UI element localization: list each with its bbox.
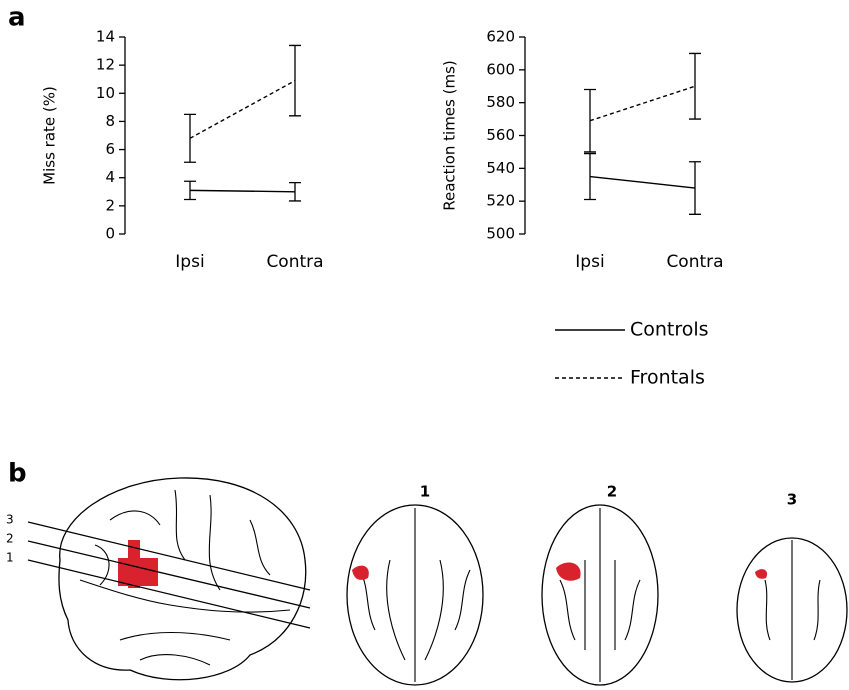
x-tick-label: Ipsi — [575, 252, 604, 272]
axial-slice — [542, 505, 658, 685]
y-axis-label: Reaction times (ms) — [441, 60, 459, 211]
y-tick-label: 12 — [96, 56, 115, 74]
figure: a b 3 2 1 1 2 3 0 2 4 6 8 10 12 14 Miss rate (%)… — [0, 0, 849, 690]
x-tick-label: Contra — [266, 252, 323, 272]
series-line — [190, 81, 295, 139]
x-tick-label: Contra — [666, 252, 723, 272]
panel-label: a — [8, 3, 26, 33]
y-tick-label: 8 — [105, 112, 115, 130]
series-line — [590, 86, 695, 120]
legend-label: Frontals — [630, 367, 705, 389]
y-tick-label: 2 — [105, 196, 115, 214]
slice-title: 1 — [420, 483, 430, 501]
lateral-brain — [28, 478, 310, 680]
error-bar — [289, 45, 301, 115]
y-tick-label: 4 — [105, 168, 115, 186]
y-tick-label: 14 — [96, 28, 115, 46]
y-tick-label: 620 — [486, 28, 515, 46]
y-tick-label: 580 — [486, 93, 515, 111]
y-tick-label: 10 — [96, 84, 115, 102]
legend-label: Controls — [630, 319, 709, 341]
slice-line-label: 2 — [6, 532, 14, 546]
y-tick-label: 540 — [486, 159, 515, 177]
slice-title: 2 — [607, 483, 617, 501]
error-bar — [584, 90, 596, 152]
x-tick-label: Ipsi — [175, 252, 204, 272]
slice-line-label: 3 — [6, 513, 14, 527]
slice-title: 3 — [787, 491, 797, 509]
y-axis-label: Miss rate (%) — [41, 86, 59, 185]
y-tick-label: 520 — [486, 192, 515, 210]
error-bar — [184, 114, 196, 162]
y-tick-label: 600 — [486, 60, 515, 78]
axial-slice — [737, 538, 847, 682]
panel-label: b — [8, 459, 27, 489]
series-line — [590, 177, 695, 188]
page: a b 3 2 1 1 2 3 0 2 4 6 8 10 12 14 Miss rate (%)… — [0, 0, 849, 690]
error-bar — [689, 53, 701, 119]
y-tick-label: 0 — [105, 225, 115, 243]
y-tick-label: 560 — [486, 126, 515, 144]
y-tick-label: 500 — [486, 225, 515, 243]
slice-line-label: 1 — [6, 551, 14, 565]
y-tick-label: 6 — [105, 140, 115, 158]
series-line — [190, 190, 295, 191]
axial-slice — [347, 505, 483, 685]
